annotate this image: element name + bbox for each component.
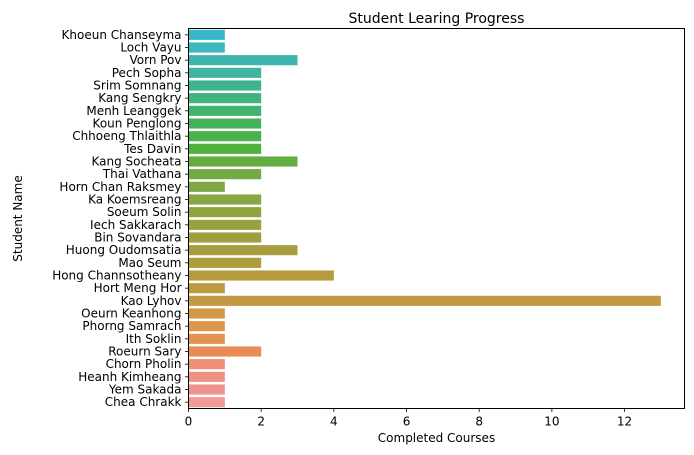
x-tick-label: 10 [544, 415, 559, 429]
y-tick-label: Pech Sopha [112, 66, 182, 80]
y-tick-label: Mao Seum [118, 256, 181, 270]
y-tick-label: Kao Lyhov [121, 294, 182, 308]
y-tick-label: Heanh Kimheang [78, 370, 181, 384]
bar [188, 207, 262, 218]
bar [188, 397, 225, 408]
bar [188, 333, 225, 344]
y-tick-label: Chorn Pholin [106, 357, 182, 371]
x-tick-label: 12 [617, 415, 632, 429]
y-tick-label: Horn Chan Raksmey [59, 180, 181, 194]
x-tick-label: 4 [330, 415, 338, 429]
y-tick-label: Soeum Solin [107, 205, 182, 219]
bar [188, 371, 225, 382]
bar [188, 194, 262, 205]
bar [188, 55, 298, 66]
y-tick-label: Iech Sakkarach [90, 218, 181, 232]
bar [188, 105, 262, 116]
y-tick-label: Ith Soklin [126, 332, 182, 346]
x-axis-label: Completed Courses [378, 431, 495, 445]
chart-title: Student Learing Progress [349, 11, 525, 27]
bar [188, 143, 262, 154]
bar [188, 308, 225, 319]
y-tick-label: Kang Sengkry [98, 91, 181, 105]
y-tick-label: Koun Penglong [93, 117, 182, 131]
y-tick-label: Phorng Samrach [82, 319, 181, 333]
plot-area-frame [188, 28, 685, 409]
y-tick-label: Tes Davin [123, 142, 181, 156]
bar [188, 245, 298, 256]
bar [188, 29, 225, 40]
y-tick-label: Vorn Pov [129, 53, 181, 67]
bar [188, 80, 262, 91]
bar [188, 257, 262, 268]
bar [188, 359, 225, 370]
y-tick-label: Loch Vayu [120, 41, 181, 55]
bar [188, 232, 262, 243]
y-tick-label: Menh Leanggek [86, 104, 181, 118]
y-tick-label: Kang Socheata [91, 155, 181, 169]
bar [188, 181, 225, 192]
y-axis-label: Student Name [11, 175, 25, 261]
x-tick-label: 8 [475, 415, 483, 429]
bar [188, 169, 262, 180]
bar [188, 118, 262, 129]
bar [188, 270, 334, 281]
y-tick-label: Thai Vathana [102, 167, 182, 181]
x-tick-label: 2 [257, 415, 265, 429]
bar [188, 219, 262, 230]
y-tick-label: Chhoeng Thlaithla [72, 129, 181, 143]
bars-group [188, 29, 661, 408]
bar [188, 384, 225, 395]
bar [188, 346, 262, 357]
y-tick-label: Bin Sovandara [94, 231, 181, 245]
x-tick-label: 0 [185, 415, 193, 429]
x-tick-label: 6 [403, 415, 411, 429]
bar [188, 131, 262, 142]
bar [188, 42, 225, 53]
y-tick-label: Ka Koemsreang [88, 193, 181, 207]
bar [188, 321, 225, 332]
y-tick-label: Yem Sakada [108, 383, 182, 397]
y-tick-label: Roeurn Sary [108, 345, 181, 359]
bar [188, 283, 225, 294]
bar [188, 93, 262, 104]
bar [188, 156, 298, 167]
y-tick-label: Hong Channsotheany [52, 269, 181, 283]
y-tick-label: Khoeun Chanseyma [62, 28, 182, 42]
x-ticks: 0 2 4 6 8 10 12 [185, 408, 632, 429]
y-tick-label: Oeurn Keanhong [81, 307, 181, 321]
y-tick-label: Chea Chrakk [105, 395, 182, 409]
bar [188, 295, 661, 306]
y-tick-label: Srim Somnang [93, 79, 181, 93]
y-tick-label: Hort Meng Hor [94, 281, 182, 295]
bar [188, 67, 262, 78]
y-tick-label: Huong Oudomsatia [66, 243, 182, 257]
